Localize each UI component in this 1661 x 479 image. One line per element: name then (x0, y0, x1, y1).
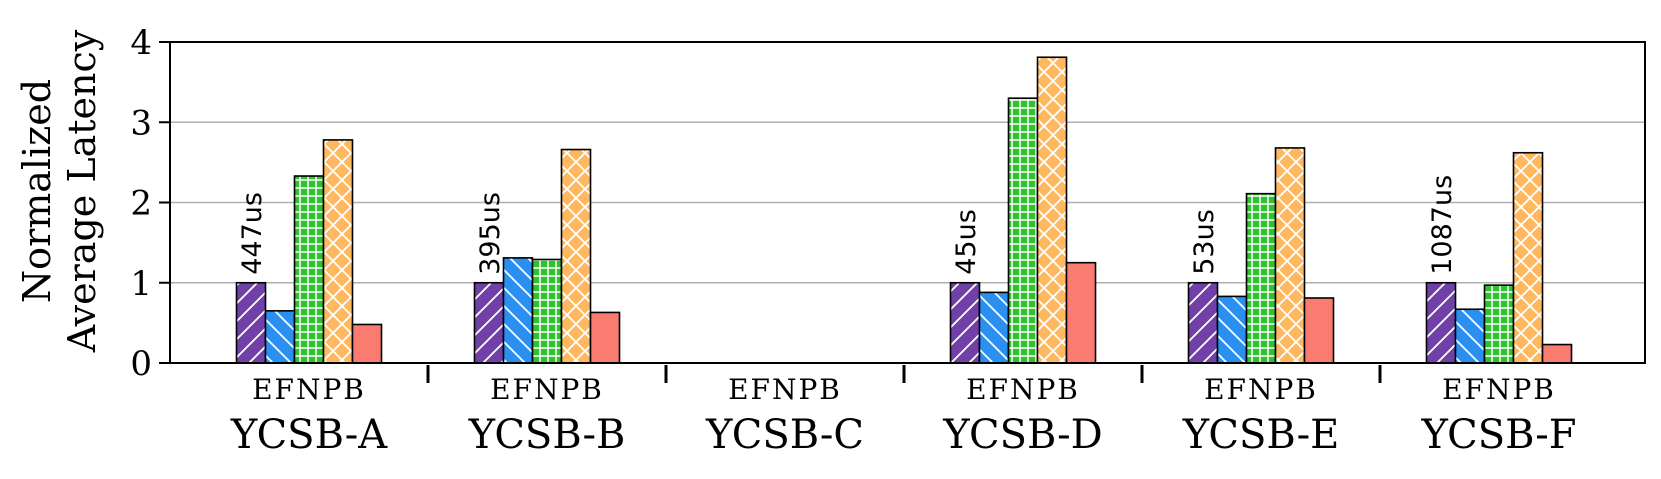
axes (159, 41, 1382, 383)
bar-pattern (265, 310, 295, 363)
group-label: YCSB-C (705, 412, 864, 458)
group-label: YCSB-E (1182, 412, 1340, 458)
baseline-value-label: 45us (951, 209, 982, 275)
bar (1066, 262, 1096, 363)
bar-pattern (1484, 285, 1514, 363)
bar-pattern (1513, 152, 1543, 363)
group-label: YCSB-D (942, 412, 1102, 458)
bar-pattern (474, 282, 504, 363)
y-tick-label: 0 (130, 344, 152, 384)
bar (590, 312, 620, 363)
bar-letters: EFNPB (252, 373, 366, 406)
bar-pattern (950, 282, 980, 363)
y-tick-label: 3 (130, 103, 152, 143)
y-tick-label: 4 (130, 23, 152, 63)
bar-pattern (561, 149, 591, 363)
baseline-value-label: 395us (475, 192, 506, 275)
bar-letters: EFNPB (490, 373, 604, 406)
y-axis-label-line-1: Normalized (15, 79, 59, 303)
bar-pattern (236, 282, 266, 363)
bars (235, 56, 1573, 364)
baseline-value-label: 53us (1189, 209, 1220, 275)
bar-pattern (323, 139, 353, 363)
y-tick-label: 2 (130, 184, 152, 224)
bar-pattern (1037, 57, 1067, 364)
bar-pattern (1455, 309, 1485, 363)
bar (1304, 297, 1334, 363)
bar-pattern (979, 292, 1009, 363)
bar (1542, 344, 1572, 363)
baseline-value-label: 1087us (1427, 175, 1458, 275)
y-axis-label-line-2: Average Latency (60, 29, 104, 353)
baseline-value-label: 447us (237, 192, 268, 275)
bar (352, 324, 382, 363)
bar-letters: EFNPB (728, 373, 842, 406)
bar-pattern (1275, 147, 1305, 363)
group-label: YCSB-F (1420, 412, 1576, 458)
y-tick-label: 1 (130, 264, 152, 304)
bar-pattern (1217, 296, 1247, 363)
bar-pattern (532, 259, 562, 363)
bar-letters: EFNPB (1442, 373, 1556, 406)
labels: 0 1 2 3 4 447us EFNPB YCSB-A 395us EFNPB YCSB-B EFN… (130, 23, 1576, 458)
bar-pattern (294, 176, 324, 363)
bar-pattern (1188, 282, 1218, 363)
bar-pattern (1008, 98, 1038, 364)
bar-pattern (503, 257, 533, 363)
bar-letters: EFNPB (966, 373, 1080, 406)
bar-letters: EFNPB (1204, 373, 1318, 406)
bar-pattern (1426, 282, 1456, 363)
group-label: YCSB-A (230, 412, 388, 458)
gridlines (170, 121, 1645, 284)
group-label: YCSB-B (468, 412, 626, 458)
bar-pattern (1246, 193, 1276, 363)
